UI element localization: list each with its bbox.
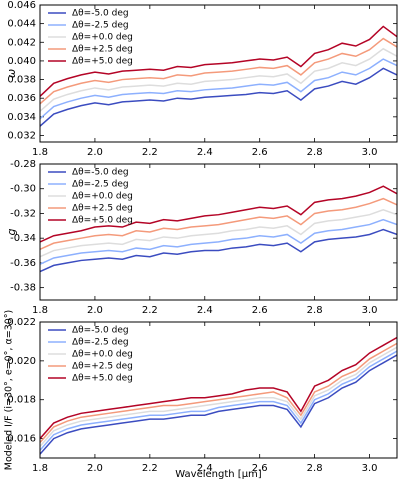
legend-label: Δθ=+0.0 deg	[72, 350, 133, 360]
y-axis-label: ω	[5, 69, 18, 78]
series-line	[40, 218, 397, 265]
y-tick-label: 0.042	[7, 37, 36, 48]
x-tick-label: 1.8	[32, 463, 48, 474]
x-tick-label: 2.4	[197, 463, 213, 474]
y-tick-label: 0.038	[7, 75, 36, 86]
series-line	[40, 354, 397, 455]
legend-label: Δθ=+2.5 deg	[72, 45, 133, 55]
x-tick-label: 2.2	[142, 463, 158, 474]
panel: 1.8 2.0 2.2 2.4 2.6 2.8 3.0 0.016 0.018 0.020 0.02…	[4, 310, 398, 480]
axes-frame	[39, 163, 398, 301]
y-tick-label: 0.044	[7, 19, 36, 30]
x-tick-label: 2.8	[307, 305, 323, 316]
y-axis-label: g	[5, 228, 18, 235]
axes-frame	[39, 321, 398, 459]
series-line	[40, 346, 397, 447]
series-line	[40, 208, 397, 258]
series-line	[40, 67, 397, 127]
x-axis-label: Wavelength [μm]	[175, 469, 262, 480]
x-tick-label: 1.8	[32, 305, 48, 316]
legend-label: Δθ=-5.0 deg	[72, 326, 129, 336]
legend-label: Δθ=+5.0 deg	[72, 57, 133, 67]
legend-label: Δθ=+0.0 deg	[72, 33, 133, 43]
series-line	[40, 25, 397, 97]
x-tick-label: 2.0	[87, 147, 103, 158]
x-tick-label: 2.0	[87, 463, 103, 474]
x-tick-label: 2.2	[142, 147, 158, 158]
legend-label: Δθ=+5.0 deg	[72, 374, 133, 384]
x-tick-label: 2.8	[307, 147, 323, 158]
y-tick-label: -0.32	[10, 208, 36, 219]
panel: 1.8 2.0 2.2 2.4 2.6 2.8 3.0 0.032 0.034 0.036 0.03…	[5, 0, 398, 158]
y-tick-label: -0.36	[10, 258, 36, 269]
series-line	[40, 37, 397, 105]
y-tick-label: -0.38	[10, 283, 36, 294]
series-line	[40, 336, 397, 440]
y-tick-label: 0.018	[7, 395, 36, 406]
legend-label: Δθ=+5.0 deg	[72, 216, 133, 226]
x-tick-label: 3.0	[362, 147, 378, 158]
y-tick-label: 0.020	[7, 356, 36, 367]
y-tick-label: 0.040	[7, 56, 36, 67]
y-tick-label: 0.022	[7, 317, 36, 328]
x-tick-label: 2.6	[252, 305, 268, 316]
x-tick-label: 2.6	[252, 463, 268, 474]
series-line	[40, 185, 397, 243]
legend-label: Δθ=-5.0 deg	[72, 9, 129, 19]
x-tick-label: 2.8	[307, 463, 323, 474]
series-line	[40, 228, 397, 273]
y-tick-label: -0.34	[10, 233, 36, 244]
legend-label: Δθ=-2.5 deg	[72, 338, 129, 348]
series-line	[40, 58, 397, 120]
x-tick-label: 3.0	[362, 463, 378, 474]
x-tick-label: 2.0	[87, 305, 103, 316]
legend-label: Δθ=+0.0 deg	[72, 192, 133, 202]
series-line	[40, 197, 397, 250]
axes-frame	[39, 4, 398, 143]
y-tick-label: 0.032	[7, 130, 36, 141]
legend-label: Δθ=-2.5 deg	[72, 180, 129, 190]
x-tick-label: 2.4	[197, 305, 213, 316]
legend-label: Δθ=-5.0 deg	[72, 168, 129, 178]
series-line	[40, 47, 397, 112]
x-tick-label: 2.4	[197, 147, 213, 158]
series-line	[40, 350, 397, 451]
y-tick-label: 0.046	[7, 0, 36, 11]
legend-label: Δθ=-2.5 deg	[72, 21, 129, 31]
y-tick-label: -0.28	[10, 159, 36, 170]
panel: 1.8 2.0 2.2 2.4 2.6 2.8 3.0 -0.28 -0.30 -0.32 -0.3…	[5, 159, 398, 316]
y-axis-label: Modeled I/F (i=30°, e=0°, α=30°)	[4, 310, 15, 471]
y-tick-label: 0.034	[7, 112, 36, 123]
y-tick-label: -0.30	[10, 184, 36, 195]
x-tick-label: 3.0	[362, 305, 378, 316]
x-tick-label: 1.8	[32, 147, 48, 158]
series-line	[40, 342, 397, 443]
legend-label: Δθ=+2.5 deg	[72, 362, 133, 372]
y-tick-label: 0.016	[7, 434, 36, 445]
x-tick-label: 2.2	[142, 305, 158, 316]
y-tick-label: 0.036	[7, 93, 36, 104]
legend-label: Δθ=+2.5 deg	[72, 204, 133, 214]
x-tick-label: 2.6	[252, 147, 268, 158]
